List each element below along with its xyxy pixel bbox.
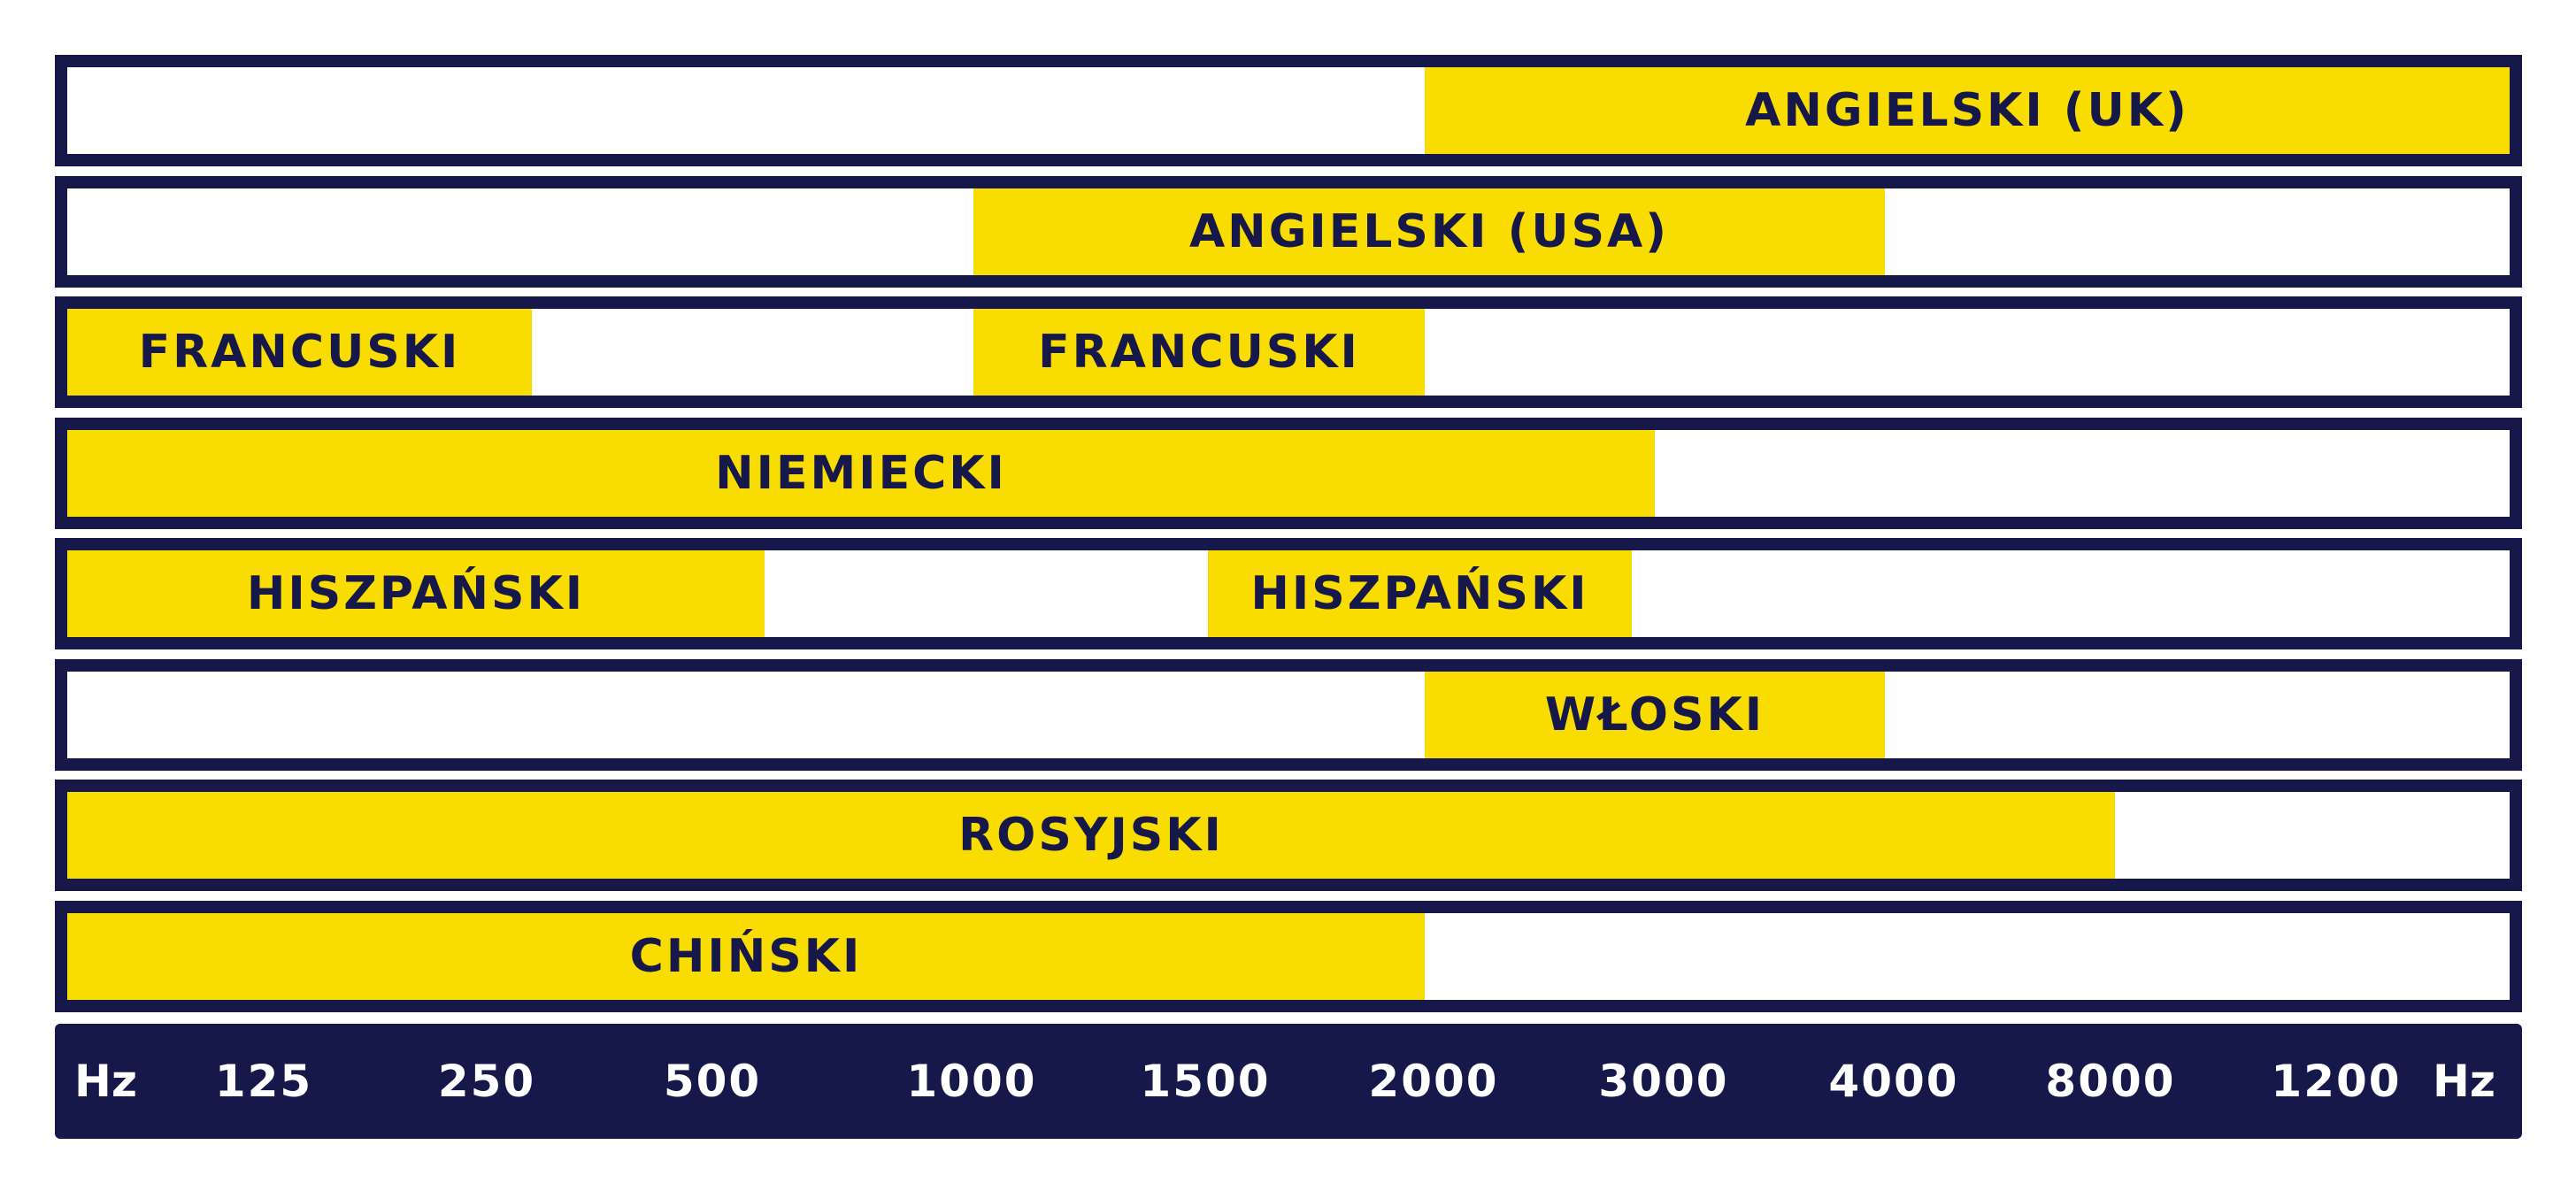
range-bar (1425, 67, 2510, 154)
tick-label: 1500 (1140, 1056, 1271, 1107)
range-label: ANGIELSKI (USA) (1188, 204, 1670, 258)
range-bar (67, 309, 532, 396)
range-bar (67, 429, 1655, 517)
tick-label: 3000 (1598, 1056, 1729, 1107)
chart-row: ANGIELSKI (UK) (55, 55, 2522, 166)
tick-label: 500 (663, 1056, 762, 1107)
tick-label: 125 (214, 1056, 313, 1107)
chart-row: NIEMIECKI (55, 417, 2522, 529)
chart-row: ANGIELSKI (USA) (55, 175, 2522, 288)
range-label: NIEMIECKI (715, 446, 1007, 500)
range-label: CHIŃSKI (629, 929, 863, 983)
tick-label: 8000 (2045, 1056, 2176, 1107)
range-label: ANGIELSKI (UK) (1745, 84, 2189, 137)
chart-row: HISZPAŃSKI HISZPAŃSKI (55, 538, 2522, 649)
axis-unit-left: Hz (74, 1056, 137, 1107)
range-label: HISZPAŃSKI (1250, 567, 1589, 620)
range-bar (67, 550, 765, 637)
chart-row: ROSYJSKI (55, 780, 2522, 891)
range-bar (1425, 671, 1885, 758)
range-bar (67, 792, 2115, 879)
range-label: ROSYJSKI (958, 809, 1224, 862)
tick-label: 1000 (906, 1056, 1037, 1107)
tick-label: 1200 (2271, 1056, 2402, 1107)
range-bar (1208, 550, 1632, 637)
chart-row: WŁOSKI (55, 658, 2522, 771)
range-label: FRANCUSKI (138, 326, 461, 379)
tick-label: 4000 (1828, 1056, 1959, 1107)
range-bar (973, 309, 1425, 396)
range-bar (973, 188, 1885, 275)
tick-label: 250 (437, 1056, 536, 1107)
range-bar (67, 912, 1425, 1000)
frequency-axis: Hz Hz 125 250 500 1000 1500 2000 3000 4000 8000 1… (55, 1024, 2522, 1139)
range-label: WŁOSKI (1544, 688, 1765, 741)
chart-row: CHIŃSKI (55, 900, 2522, 1012)
range-label: FRANCUSKI (1038, 326, 1360, 379)
range-label: HISZPAŃSKI (246, 567, 586, 620)
chart-row: FRANCUSKI FRANCUSKI (55, 296, 2522, 408)
axis-unit-right: Hz (2433, 1056, 2495, 1107)
tick-label: 2000 (1368, 1056, 1499, 1107)
